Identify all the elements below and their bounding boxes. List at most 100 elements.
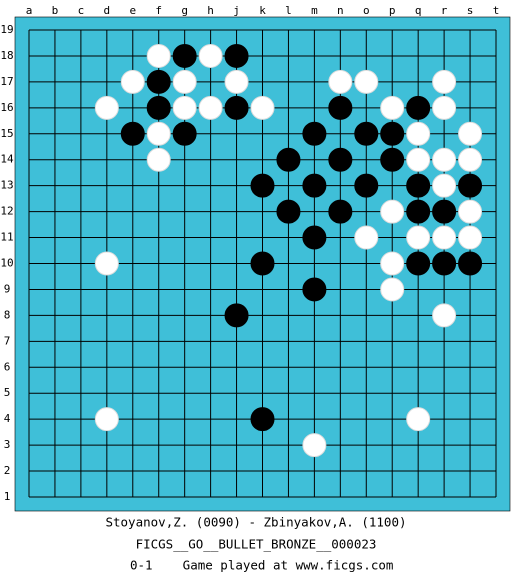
white-stone [432,225,457,250]
black-stone [354,121,379,146]
white-stone [432,303,457,328]
column-label: f [155,4,162,17]
result: 0-1 Game played at www.ficgs.com [130,558,393,573]
white-stone [406,121,431,146]
column-label: h [207,4,214,17]
column-label: o [363,4,370,17]
column-label: m [311,4,318,17]
white-stone [354,69,379,94]
row-label: 11 [0,231,13,244]
white-stone [458,147,483,172]
white-stone [146,121,171,146]
row-label: 19 [0,23,13,36]
white-stone [432,173,457,198]
white-stone [380,251,405,276]
row-label: 3 [4,438,11,451]
row-label: 17 [0,75,13,88]
column-label: j [233,4,240,17]
row-label: 7 [4,334,11,347]
black-stone [224,303,249,328]
white-stone [224,69,249,94]
black-stone [406,173,431,198]
black-stone [302,225,327,250]
white-stone [250,95,275,120]
white-stone [146,43,171,68]
black-stone [458,173,483,198]
black-stone [380,121,405,146]
row-label: 12 [0,205,13,218]
column-label: q [415,4,422,17]
black-stone [328,147,353,172]
white-stone [328,69,353,94]
black-stone [302,173,327,198]
black-stone [432,251,457,276]
column-label: t [493,4,500,17]
black-stone [406,199,431,224]
white-stone [354,225,379,250]
white-stone [458,121,483,146]
column-label: k [259,4,266,17]
white-stone [432,147,457,172]
black-stone [276,147,301,172]
row-label: 2 [4,464,11,477]
column-label: l [285,4,292,17]
column-label: b [52,4,59,17]
column-label: a [26,4,33,17]
white-stone [198,95,223,120]
black-stone [250,251,275,276]
black-stone [380,147,405,172]
row-label: 8 [4,308,11,321]
row-label: 4 [4,412,11,425]
white-stone [380,199,405,224]
black-stone [458,251,483,276]
white-stone [198,43,223,68]
row-label: 16 [0,101,13,114]
row-label: 18 [0,49,13,62]
white-stone [146,147,171,172]
white-stone [432,69,457,94]
column-label: g [181,4,188,17]
event: FICGS__GO__BULLET_BRONZE__000023 [136,537,377,552]
row-label: 10 [0,257,13,270]
white-stone [172,69,197,94]
white-stone [458,225,483,250]
white-stone [406,225,431,250]
column-label: s [467,4,474,17]
white-stone [94,407,119,432]
row-label: 9 [4,282,11,295]
black-stone [250,173,275,198]
black-stone [224,43,249,68]
row-label: 5 [4,386,11,399]
row-label: 6 [4,360,11,373]
black-stone [120,121,145,146]
row-label: 13 [0,179,13,192]
row-label: 15 [0,127,13,140]
column-label: r [441,4,448,17]
column-label: n [337,4,344,17]
black-stone [432,199,457,224]
white-stone [94,251,119,276]
black-stone [328,95,353,120]
row-label: 14 [0,153,14,166]
white-stone [458,199,483,224]
white-stone [172,95,197,120]
black-stone [250,407,275,432]
black-stone [146,69,171,94]
column-label: e [129,4,136,17]
black-stone [172,43,197,68]
black-stone [302,277,327,302]
white-stone [380,277,405,302]
black-stone [328,199,353,224]
players: Stoyanov,Z. (0090) - Zbinyakov,A. (1100) [105,515,406,530]
white-stone [120,69,145,94]
black-stone [276,199,301,224]
row-label: 1 [4,490,11,503]
white-stone [94,95,119,120]
black-stone [406,251,431,276]
black-stone [172,121,197,146]
white-stone [302,433,327,458]
white-stone [432,95,457,120]
white-stone [406,407,431,432]
white-stone [380,95,405,120]
